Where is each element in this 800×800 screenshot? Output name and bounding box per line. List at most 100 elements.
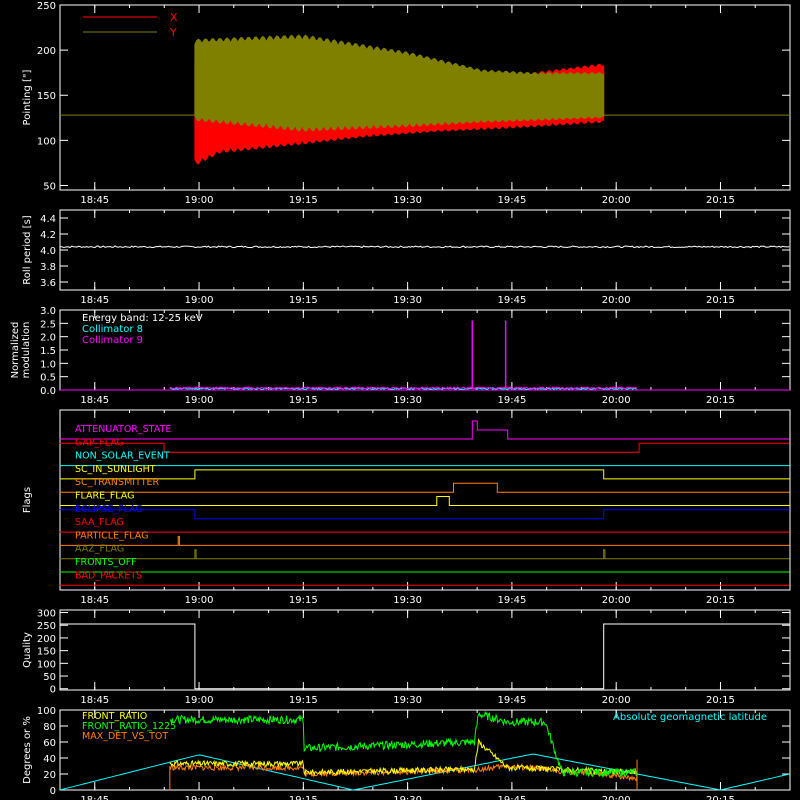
x-tick-label: 18:45 (80, 795, 109, 800)
y-tick-label: 150 (37, 647, 56, 658)
y-tick-label: 0.0 (40, 386, 56, 397)
x-tick-label: 20:00 (602, 695, 631, 706)
flag-line-aaz-flag (59, 549, 790, 560)
y-tick-label: 80 (43, 722, 56, 733)
y-tick-label: 4.0 (40, 246, 56, 257)
y-tick-label: 60 (43, 738, 56, 749)
x-tick-label: 19:30 (393, 595, 422, 606)
x-tick-label: 20:00 (602, 795, 631, 800)
panel-roll-period: 18:45 19:00 19:15 19:30 19:45 20:00 20:15 Roll … (22, 209, 791, 306)
flag-label-aaz-flag: AAZ_FLAG (75, 544, 124, 555)
flag-line-gap-flag (59, 442, 790, 453)
x-tick-label: 20:15 (706, 195, 735, 206)
x-tick-label: 20:15 (706, 795, 735, 800)
x-tick-label: 19:30 (393, 395, 422, 406)
panel-pointing: 18:45 19:00 19:15 19:30 19:45 20:00 20:15 Point… (22, 1, 791, 206)
flag-line-attenuator-state (59, 420, 790, 440)
x-tick-label: 18:45 (80, 395, 109, 406)
flag-line-flare-flag (59, 496, 790, 506)
y-axis-label: modulation (21, 322, 32, 379)
x-tick-label: 19:15 (289, 595, 318, 606)
geomagnetic-latitude-line (59, 753, 791, 791)
x-tick-label: 19:00 (185, 295, 214, 306)
x-tick-label: 19:30 (393, 695, 422, 706)
x-tick-label: 18:45 (80, 295, 109, 306)
x-tick-label: 19:45 (497, 195, 526, 206)
flag-line-sc-transmitter (59, 482, 790, 493)
y-tick-label: 100 (37, 136, 56, 147)
panel-quality: 18:45 19:00 19:15 19:30 19:45 20:00 20:15 Quali… (22, 609, 791, 706)
x-tick-label: 19:00 (185, 595, 214, 606)
x-tick-label: 20:00 (602, 595, 631, 606)
panel-modulation: 18:45 19:00 19:15 19:30 19:45 20:00 20:15 Norma… (10, 306, 791, 406)
degrees-series-max-det-vs-tot (169, 762, 638, 782)
x-tick-label: 18:45 (80, 195, 109, 206)
quality-line (59, 623, 790, 690)
y-tick-label: 3.0 (40, 306, 56, 317)
degrees-legend-1: FRONT_RATIO (82, 711, 147, 722)
x-tick-label: 19:00 (185, 195, 214, 206)
x-tick-label: 20:15 (706, 295, 735, 306)
degrees-legend-3: MAX_DET_VS_TOT (82, 731, 168, 742)
x-tick-label: 19:30 (393, 195, 422, 206)
y-tick-label: 1.5 (40, 346, 56, 357)
x-tick-label: 19:45 (497, 695, 526, 706)
y-tick-label: 2.0 (40, 333, 56, 344)
degrees-series-front-ratio (169, 738, 638, 777)
y-tick-label: 100 (37, 706, 56, 717)
panel-frame (59, 709, 791, 791)
x-tick-label: 19:00 (185, 695, 214, 706)
x-tick-label: 19:15 (289, 795, 318, 800)
y-tick-label: 40 (43, 754, 56, 765)
x-tick-label: 19:15 (289, 295, 318, 306)
x-tick-label: 19:45 (497, 295, 526, 306)
y-tick-label: 300 (37, 609, 56, 620)
y-axis-label: Quality (22, 632, 33, 668)
x-tick-label: 20:15 (706, 395, 735, 406)
x-tick-label: 19:45 (497, 795, 526, 800)
legend-label: X (170, 11, 178, 24)
y-tick-label: 0.5 (40, 373, 56, 384)
flag-line-eclipse-flag (59, 509, 790, 520)
x-tick-label: 18:45 (80, 595, 109, 606)
flag-label-particle-flag: PARTICLE_FLAG (75, 530, 148, 541)
flag-label-saa-flag: SAA_FLAG (75, 517, 124, 528)
y-tick-label: 150 (37, 91, 56, 102)
y-tick-label: 2.5 (40, 319, 56, 330)
y-tick-label: 20 (43, 770, 56, 781)
flag-label-flare-flag: FLARE_FLAG (75, 491, 135, 502)
y-tick-label: 250 (37, 621, 56, 632)
y-tick-label: 250 (37, 1, 56, 12)
flag-label-attenuator-state: ATTENUATOR_STATE (75, 424, 171, 435)
x-tick-label: 19:45 (497, 395, 526, 406)
panel-flags: 18:45 19:00 19:15 19:30 19:45 20:00 20:15 Flags… (22, 409, 791, 606)
y-tick-label: 0 (50, 685, 56, 696)
degrees-legend-2: FRONT_RATIO_1225 (82, 721, 176, 732)
x-tick-label: 19:00 (185, 795, 214, 800)
x-tick-label: 19:15 (289, 395, 318, 406)
panel-frame (59, 609, 791, 691)
modulation-legend-3: Collimator 9 (82, 335, 143, 346)
geomagnetic-latitude-label: Absolute geomagnetic latitude (613, 712, 767, 723)
flag-label-sc-in-sunlight: SC_IN_SUNLIGHT (75, 464, 156, 475)
flag-label-bad-packets: BAD_PACKETS (75, 570, 142, 581)
x-tick-label: 18:45 (80, 695, 109, 706)
y-tick-label: 100 (37, 659, 56, 670)
y-tick-label: 0 (50, 786, 56, 797)
x-tick-label: 20:15 (706, 595, 735, 606)
x-tick-label: 19:45 (497, 595, 526, 606)
y-axis-label: Degrees or % (22, 716, 33, 784)
x-tick-label: 19:00 (185, 395, 214, 406)
panel-frame (59, 4, 791, 191)
flag-line-particle-flag (59, 535, 790, 546)
x-tick-label: 20:00 (602, 195, 631, 206)
y-tick-label: 1.0 (40, 359, 56, 370)
x-tick-label: 19:30 (393, 295, 422, 306)
degrees-series-front-ratio-1225 (169, 710, 638, 779)
flag-label-fronts-off: FRONTS_OFF (75, 557, 137, 568)
modulation-legend-2: Collimator 8 (82, 324, 143, 335)
y-axis-label: Flags (22, 487, 33, 513)
y-axis-label: Roll period [s] (22, 215, 33, 284)
x-tick-label: 19:15 (289, 695, 318, 706)
